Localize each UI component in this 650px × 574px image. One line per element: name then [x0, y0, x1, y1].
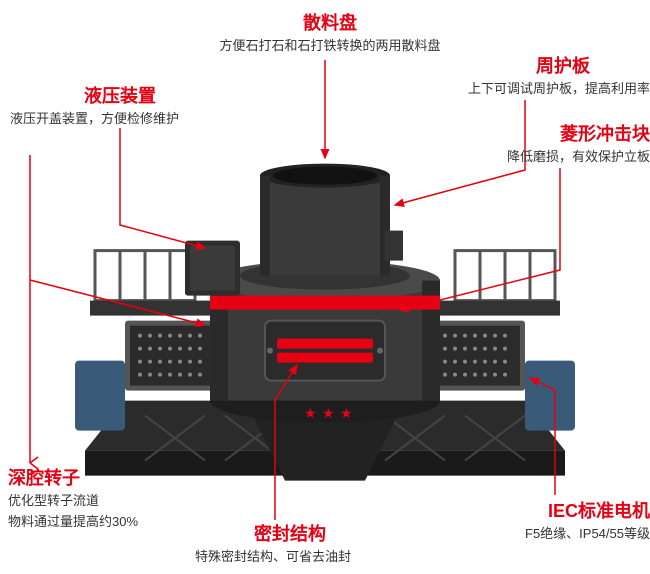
callout-desc: 物料通过量提高约30% — [8, 513, 208, 531]
callout-desc: 上下可调试周护板，提高利用率 — [440, 80, 650, 98]
callout-top-left: 液压装置 液压开盖装置，方便检修维护 — [10, 85, 210, 129]
callout-desc: 降低磨损，有效保护立板 — [470, 148, 650, 166]
callout-title: 散料盘 — [200, 12, 460, 35]
callout-mid-right: 菱形冲击块 降低磨损，有效保护立板 — [470, 123, 650, 167]
callout-title: 密封结构 — [185, 523, 395, 546]
callout-desc: F5绝缘、IP54/55等级 — [470, 525, 650, 543]
callout-desc: 特殊密封结构、可省去油封 — [195, 548, 395, 566]
callout-title: 菱形冲击块 — [470, 123, 650, 146]
star-icon: ★ — [322, 405, 335, 422]
callout-desc: 方便石打石和石打铁转换的两用散料盘 — [200, 37, 460, 55]
callout-top-center: 散料盘 方便石打石和石打铁转换的两用散料盘 — [200, 12, 460, 56]
callout-desc: 优化型转子流道 — [8, 492, 208, 510]
callout-bottom-center: 密封结构 特殊密封结构、可省去油封 — [195, 523, 395, 567]
callout-title: 深腔转子 — [8, 467, 208, 490]
callout-title: 液压装置 — [30, 85, 210, 108]
callout-bottom-right: IEC标准电机 F5绝缘、IP54/55等级 — [470, 500, 650, 544]
callout-bottom-left: 深腔转子 优化型转子流道 物料通过量提高约30% — [8, 467, 208, 531]
callout-title: 周护板 — [440, 55, 650, 78]
callout-title: IEC标准电机 — [470, 500, 650, 523]
star-icon: ★ — [304, 405, 317, 422]
star-icon: ★ — [340, 405, 353, 422]
callout-top-right: 周护板 上下可调试周护板，提高利用率 — [440, 55, 650, 99]
callout-desc: 液压开盖装置，方便检修维护 — [10, 110, 210, 128]
